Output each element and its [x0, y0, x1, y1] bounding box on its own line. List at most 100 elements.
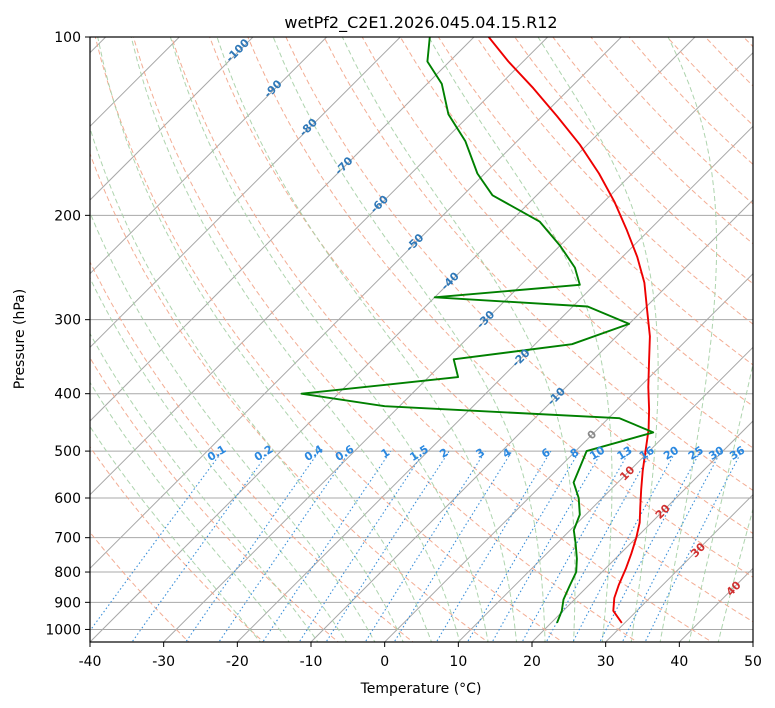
moist-adiabat-line [90, 381, 290, 642]
dry-adiabat-line [742, 37, 753, 48]
mixing-ratio-line [131, 450, 270, 642]
y-tick-label: 500 [54, 444, 81, 460]
dry-adiabat-line [90, 260, 414, 642]
dry-adiabat-label: -70 [332, 154, 355, 177]
x-tick-label: -10 [300, 654, 323, 670]
dry-adiabat-line [90, 531, 190, 642]
isotherm-line [90, 37, 549, 496]
moist-adiabat-line [90, 126, 404, 642]
dry-adiabat-line [209, 37, 753, 623]
x-tick-label: 10 [449, 654, 467, 670]
dry-adiabat-line [361, 37, 753, 449]
mixing-ratio-line [262, 450, 392, 642]
moist-adiabat-line [90, 332, 319, 642]
dry-adiabat-label: -50 [403, 231, 426, 254]
moist-adiabat-line [428, 37, 613, 642]
moist-adiabat-line [688, 361, 753, 642]
mixing-ratio-label: 1.5 [407, 443, 430, 464]
isotherm-line [90, 37, 328, 275]
isotherm-line [752, 641, 753, 642]
isotherm-line [531, 420, 753, 642]
dry-adiabat-line [323, 37, 753, 491]
moist-adiabat-line [659, 37, 718, 642]
moist-adiabat-line [90, 425, 261, 642]
x-axis-label: Temperature (°C) [360, 681, 482, 697]
dry-adiabat-line [476, 37, 753, 325]
mixing-ratio-label: 13 [615, 444, 635, 463]
y-tick-label: 700 [54, 531, 81, 547]
mixing-ratio-label: 25 [686, 444, 706, 463]
isotherm-line [163, 51, 753, 642]
y-axis-label: Pressure (hPa) [12, 289, 28, 389]
x-tick-label: -20 [226, 654, 249, 670]
dry-adiabat-line [94, 37, 564, 642]
x-tick-label: -30 [152, 654, 175, 670]
isotherm-line [90, 37, 696, 642]
mixing-ratio-line [599, 450, 701, 642]
moist-adiabat-line [717, 507, 753, 642]
mixing-ratio-line [621, 450, 722, 642]
x-tick-label: 0 [380, 654, 389, 670]
moist-adiabat-line [169, 37, 489, 642]
y-tick-label: 100 [54, 30, 81, 46]
mixing-ratio-label: 0.6 [333, 442, 357, 464]
temperature-line [487, 37, 651, 624]
mixing-ratio-label: 3 [474, 446, 487, 461]
moist-adiabat-line [97, 37, 433, 642]
y-tick-label: 300 [54, 313, 81, 329]
mixing-ratio-line [393, 450, 513, 642]
dry-adiabat-line [132, 37, 638, 642]
mixing-ratio-label: 1 [379, 446, 392, 461]
mixing-ratio-label: 2 [437, 446, 450, 461]
data-series [300, 37, 655, 624]
y-tick-label: 900 [54, 595, 81, 611]
y-tick-label: 600 [54, 491, 81, 507]
mixing-ratio-line [364, 450, 486, 642]
mixing-ratio-line [325, 450, 450, 642]
y-tick-label: 800 [54, 565, 81, 581]
x-tick-label: 50 [744, 654, 762, 670]
dry-adiabat-label: -80 [297, 116, 320, 139]
moist-adiabat-line [90, 211, 376, 642]
dry-adiabat-line [514, 37, 753, 285]
y-tick-label: 200 [54, 208, 81, 224]
mixing-ratio-line [298, 450, 425, 642]
dry-adiabat-line [90, 356, 339, 642]
moist-adiabat-line [537, 37, 659, 642]
mixing-ratio-label: 36 [727, 443, 747, 462]
dry-adiabat-line [590, 37, 753, 205]
dewpoint-line [300, 37, 655, 624]
dry-adiabat-line [90, 446, 265, 642]
dry-adiabat-line [399, 37, 753, 407]
mixing-ratio-label: 30 [707, 443, 727, 462]
mixing-ratio-line [466, 450, 580, 642]
isotherm-line [90, 37, 254, 201]
y-tick-label: 1000 [45, 622, 81, 638]
dry-adiabat-label: -100 [223, 36, 252, 65]
mixing-ratio-label: 20 [661, 443, 681, 462]
moist-adiabat-line [341, 37, 576, 642]
mixing-ratio-line [572, 450, 677, 642]
moist-adiabat-line [130, 37, 461, 642]
dry-adiabat-line [666, 37, 753, 126]
background-lines [90, 10, 775, 645]
isotherm-line [605, 493, 753, 642]
mixing-ratio-label: 6 [539, 446, 553, 461]
chart-title: wetPf2_C2E1.2026.045.04.15.R12 [284, 13, 557, 33]
x-tick-label: -40 [79, 654, 102, 670]
x-tick-label: 40 [670, 654, 688, 670]
dry-adiabat-line [285, 37, 753, 535]
x-tick-label: 20 [523, 654, 541, 670]
dry-adiabat-line [755, 10, 775, 645]
dry-adiabat-label: -60 [368, 192, 391, 215]
mixing-ratio-label: 0.1 [205, 443, 228, 464]
dry-adiabat-line [247, 37, 753, 578]
isotherm-line [384, 272, 753, 642]
moist-adiabat-line [216, 37, 518, 642]
mixing-ratio-line [218, 450, 351, 642]
dry-adiabat-label: 40 [724, 578, 744, 598]
x-tick-label: 30 [597, 654, 615, 670]
isotherm-line [457, 346, 753, 642]
plot-frame [89, 36, 754, 643]
